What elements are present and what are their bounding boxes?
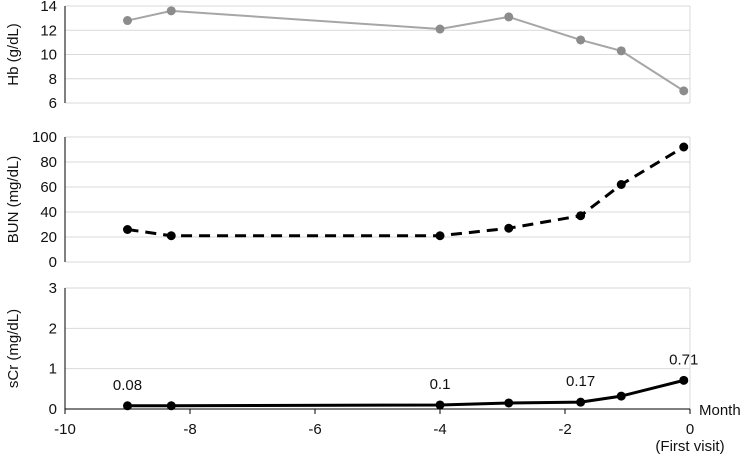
scr-data-label: 0.71: [669, 351, 698, 368]
hb-data-point: [504, 12, 514, 22]
scr-series-line: [127, 378, 685, 408]
bun-data-point: [123, 225, 132, 234]
scr-data-point: [435, 400, 445, 410]
bun-y-tick-label: 80: [40, 154, 57, 171]
scr-data-point: [616, 391, 626, 401]
scr-data-point: [166, 401, 176, 411]
x-tick-label: -6: [308, 421, 321, 438]
bun-panel: 0 20 40 60 80 100 BUN (mg/dL): [5, 129, 691, 271]
x-tick-label: 0: [686, 421, 694, 438]
scr-data-label: 0.17: [566, 373, 595, 390]
scr-data-label: 0.1: [430, 376, 451, 393]
hb-data-point: [679, 86, 689, 96]
x-tick-label: -10: [54, 421, 76, 438]
hb-y-tick-label: 6: [49, 95, 57, 112]
x-tick-label: -2: [558, 421, 571, 438]
hb-y-tick-label: 12: [40, 22, 57, 39]
x-tick-label: -8: [183, 421, 196, 438]
bun-data-point: [576, 211, 586, 221]
bun-data-point: [679, 142, 689, 152]
scr-y-tick-label: 2: [49, 320, 57, 337]
hb-y-tick-label: 14: [40, 0, 57, 15]
scr-data-point: [679, 375, 689, 385]
scr-data-label: 0.08: [113, 377, 142, 394]
bun-data-point: [616, 180, 626, 189]
bun-y-tick-label: 100: [32, 129, 57, 146]
hb-data-point: [166, 6, 176, 16]
bun-y-tick-label: 20: [40, 229, 57, 246]
bun-data-point: [166, 231, 176, 241]
x-axis-label: Month: [699, 402, 741, 419]
bun-y-axis-label: BUN (mg/dL): [5, 156, 22, 244]
bun-y-tick-label: 40: [40, 204, 57, 221]
bun-y-tick-label: 0: [49, 254, 57, 271]
scr-data-point: [576, 397, 586, 407]
scr-y-tick-label: 3: [49, 280, 57, 297]
hb-data-point: [616, 46, 626, 56]
hb-y-tick-label: 8: [49, 71, 57, 88]
scr-y-tick-label: 0: [49, 401, 57, 418]
bun-y-tick-label: 60: [40, 179, 57, 196]
bun-data-point: [435, 231, 445, 241]
x-tick-label: -4: [433, 421, 446, 438]
hb-data-point: [576, 35, 586, 45]
bun-data-point: [504, 223, 514, 233]
x-axis-note: (First visit): [655, 438, 724, 455]
hb-y-axis-label: Hb (g/dL): [5, 23, 22, 86]
scr-panel: 0 1 2 3 sCr (mg/dL) -10 -8 -6 -4 -2 0 0.08 0.1 0.17 0.…: [5, 280, 698, 438]
scr-data-point: [123, 401, 132, 411]
hb-y-tick-label: 10: [40, 47, 57, 64]
hb-data-point: [123, 16, 132, 26]
scr-y-tick-label: 1: [49, 361, 57, 378]
hb-panel: 6 8 10 12 14 Hb (g/dL): [5, 0, 691, 112]
scr-y-axis-label: sCr (mg/dL): [5, 309, 22, 388]
scr-data-point: [504, 398, 514, 408]
hb-data-point: [435, 24, 445, 34]
bun-series-line: [127, 145, 685, 238]
